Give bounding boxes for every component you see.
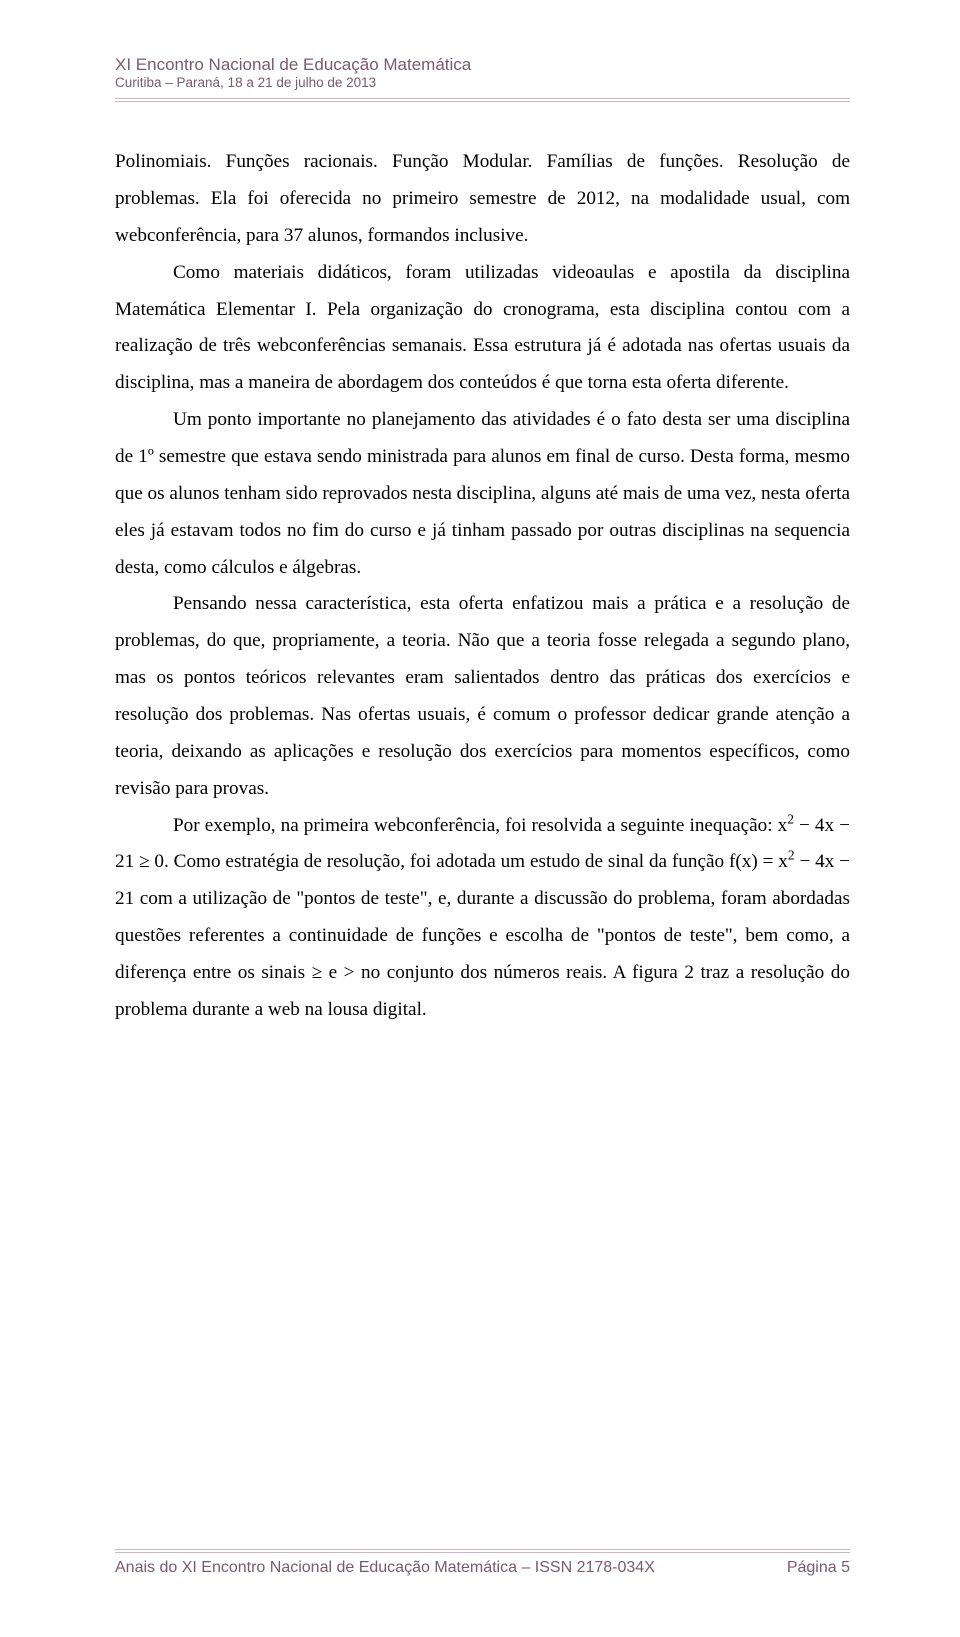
- header-subtitle: Curitiba – Paraná, 18 a 21 de julho de 2…: [115, 75, 850, 92]
- footer-right: Página 5: [787, 1559, 850, 1577]
- p3: Um ponto importante no planejamento das …: [115, 409, 855, 577]
- p5-a: Por exemplo, na primeira webconferência,…: [173, 815, 778, 836]
- p5-c: com a utilização de "pontos de teste", e…: [115, 888, 855, 1020]
- page-header: XI Encontro Nacional de Educação Matemát…: [115, 54, 850, 92]
- header-rule: [115, 98, 850, 102]
- body-text: Polinomiais. Funções racionais. Função M…: [115, 144, 850, 1029]
- p1-b: Ela foi oferecida no primeiro semestre d…: [115, 188, 855, 246]
- footer-left: Anais do XI Encontro Nacional de Educaçã…: [115, 1559, 655, 1577]
- footer-line: Anais do XI Encontro Nacional de Educaçã…: [115, 1559, 850, 1577]
- page: XI Encontro Nacional de Educação Matemát…: [0, 0, 960, 1637]
- header-title: XI Encontro Nacional de Educação Matemát…: [115, 54, 850, 75]
- p4: Pensando nessa característica, esta ofer…: [115, 593, 855, 798]
- page-footer: Anais do XI Encontro Nacional de Educaçã…: [115, 1549, 850, 1577]
- p2: Como materiais didáticos, foram utilizad…: [115, 262, 855, 394]
- footer-rule: [115, 1549, 850, 1553]
- p5-b: . Como estratégia de resolução, foi adot…: [164, 851, 729, 872]
